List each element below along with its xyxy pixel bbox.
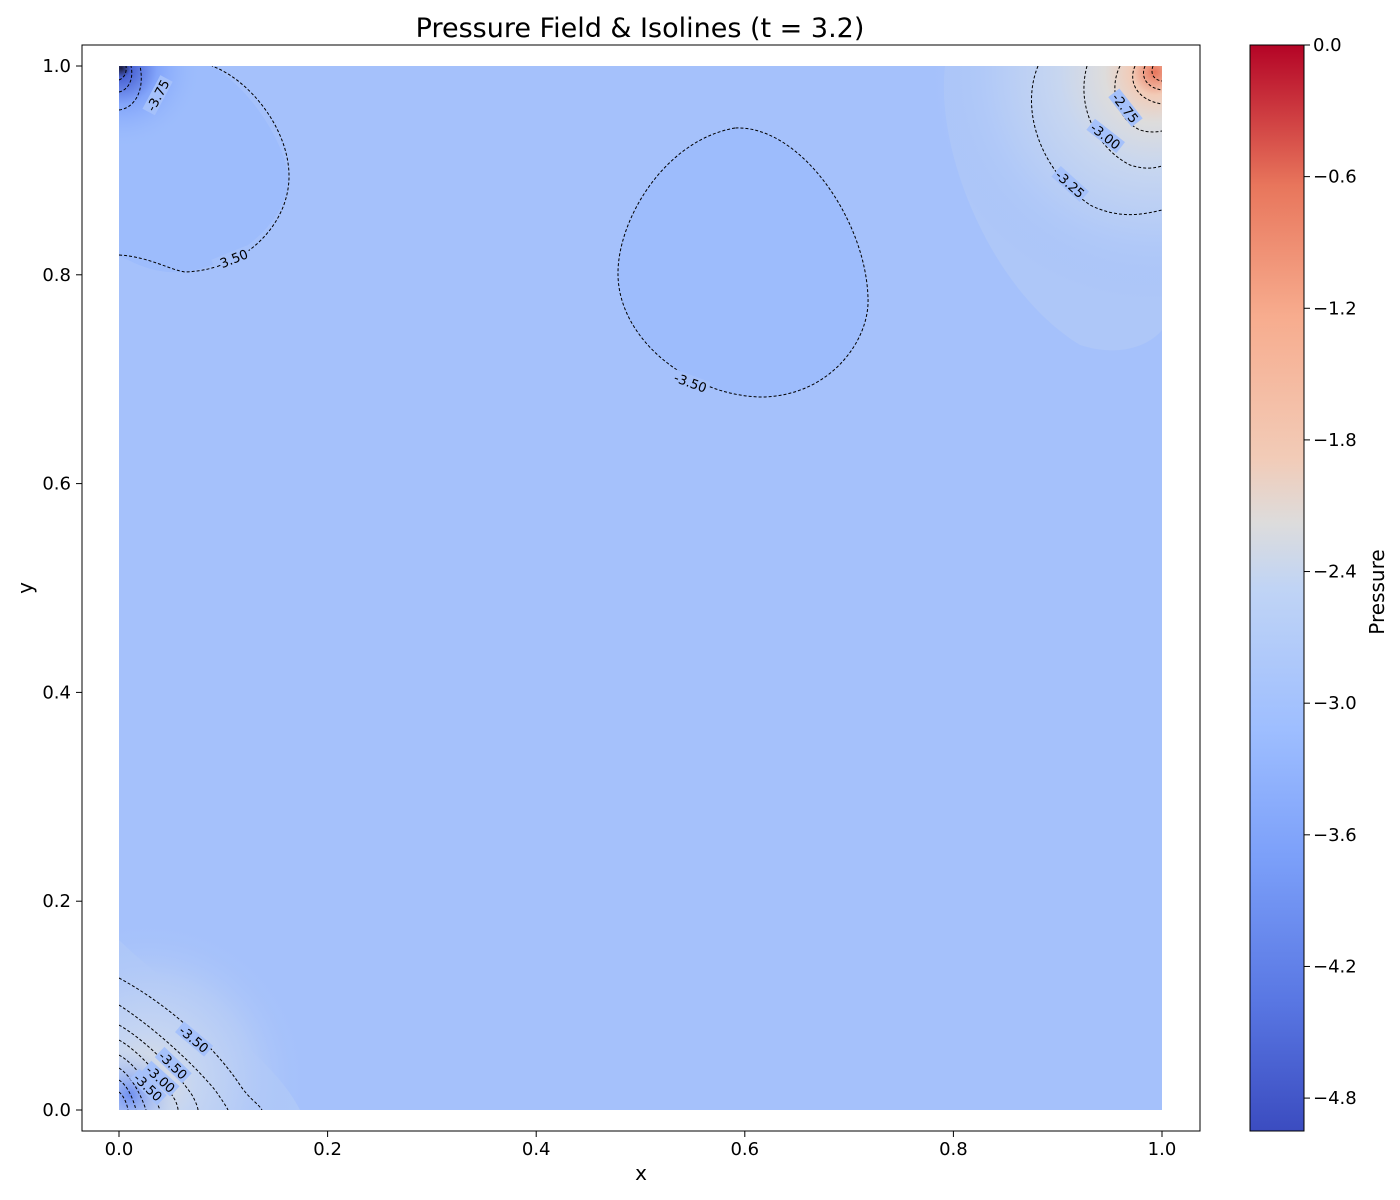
isoline-bl-3 bbox=[119, 1024, 199, 1110]
colorbar-ticks: 0.0 −0.6 −1.2 −1.8 −2.4 −3.0 −3.6 −4.2 −4.8 bbox=[1304, 35, 1357, 1109]
x-axis-label: x bbox=[635, 1161, 647, 1185]
colorbar-tick-label: −1.8 bbox=[1313, 430, 1357, 451]
contour-label-bg bbox=[1051, 166, 1090, 202]
colorbar-tick-label: 0.0 bbox=[1313, 35, 1342, 56]
x-tick-label: 1.0 bbox=[1148, 1139, 1177, 1160]
isoline-tr-275 bbox=[1114, 66, 1162, 133]
contour-label-bg bbox=[1108, 88, 1143, 128]
y-tick-label: 0.8 bbox=[42, 265, 71, 286]
colorbar-tick-label: −2.4 bbox=[1313, 562, 1357, 583]
x-tick-label: 0.2 bbox=[313, 1139, 342, 1160]
isoline-bl-4 bbox=[119, 1039, 179, 1110]
colorbar-tick-label: −1.2 bbox=[1313, 298, 1357, 319]
isoline-basin-350 bbox=[617, 127, 869, 398]
y-axis-label: y bbox=[13, 582, 37, 594]
isoline-tr-inner-3 bbox=[1151, 66, 1162, 82]
x-tick-label: 0.4 bbox=[522, 1139, 551, 1160]
colorbar-label: Pressure bbox=[1365, 549, 1389, 634]
isoline-tl-inner-3 bbox=[119, 66, 127, 81]
contour-label-bg bbox=[670, 369, 711, 396]
contour-label-bg bbox=[142, 75, 173, 116]
colorbar-tick-label: −0.6 bbox=[1313, 167, 1357, 188]
isoline-bl-7 bbox=[119, 1079, 137, 1110]
field-region-tr-hot bbox=[860, 66, 1162, 366]
pressure-field bbox=[119, 66, 1162, 1110]
contour-label-bg bbox=[1086, 118, 1125, 154]
chart-title: Pressure Field & Isolines (t = 3.2) bbox=[416, 13, 865, 44]
isoline-tr-inner-2 bbox=[1143, 66, 1162, 91]
y-tick-label: 0.6 bbox=[42, 474, 71, 495]
contour-label-bg bbox=[154, 1046, 192, 1084]
colorbar: 0.0 −0.6 −1.2 −1.8 −2.4 −3.0 −3.6 −4.2 −4.8 Pres… bbox=[1249, 35, 1389, 1132]
contour-label-bg bbox=[175, 1021, 214, 1057]
isoline-bl-2 bbox=[119, 1004, 229, 1110]
x-tick-label: 0.6 bbox=[730, 1139, 759, 1160]
y-tick-label: 0.0 bbox=[42, 1100, 71, 1121]
x-axis-ticks: 0.0 0.2 0.4 0.6 0.8 1.0 bbox=[105, 1131, 1177, 1160]
colorbar-tick-label: −4.2 bbox=[1313, 956, 1357, 977]
isoline-tr-300 bbox=[1083, 66, 1162, 169]
y-axis-ticks: 0.0 0.2 0.4 0.6 0.8 1.0 bbox=[42, 56, 82, 1121]
x-tick-label: 0.0 bbox=[105, 1139, 134, 1160]
y-tick-label: 0.4 bbox=[42, 682, 71, 703]
colorbar-gradient bbox=[1249, 44, 1305, 1132]
colorbar-tick-label: −4.8 bbox=[1313, 1088, 1357, 1109]
colorbar-tick-label: −3.6 bbox=[1313, 825, 1357, 846]
contour-label-bg bbox=[129, 1068, 167, 1106]
isoline-bl-6 bbox=[119, 1067, 147, 1110]
isoline-bl-8 bbox=[119, 1091, 129, 1110]
field-region-basin bbox=[617, 127, 869, 397]
x-tick-label: 0.8 bbox=[939, 1139, 968, 1160]
isoline-bl-1 bbox=[119, 977, 263, 1110]
isoline-tl-350 bbox=[119, 66, 290, 273]
y-tick-label: 1.0 bbox=[42, 56, 71, 77]
isoline-tl-inner-2 bbox=[119, 66, 133, 93]
y-tick-label: 0.2 bbox=[42, 891, 71, 912]
contour-label-bg bbox=[211, 245, 252, 273]
colorbar-tick-label: −3.0 bbox=[1313, 693, 1357, 714]
contour-label-bg bbox=[141, 1060, 180, 1097]
